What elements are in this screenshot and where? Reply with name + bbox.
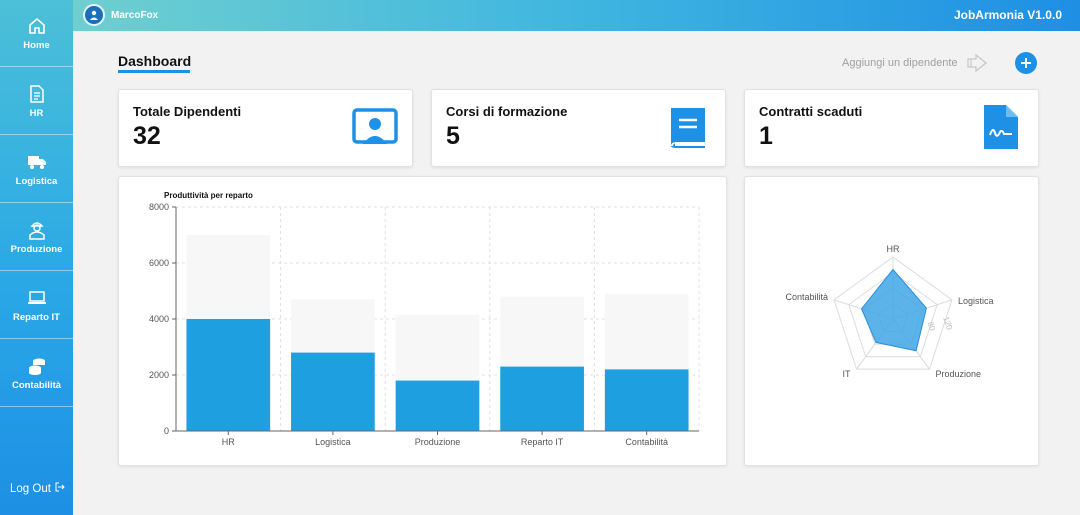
sidebar-item-home[interactable]: Home <box>0 0 73 67</box>
stat-card-employees: Totale Dipendenti 32 <box>118 89 413 167</box>
home-icon <box>27 16 47 36</box>
sidebar-item-logistica[interactable]: Logistica <box>0 136 73 203</box>
sidebar-item-produzione[interactable]: Produzione <box>0 204 73 271</box>
stat-label: Corsi di formazione <box>446 104 568 119</box>
sidebar: Home HR Logistica Produzione Reparto IT … <box>0 0 73 515</box>
radar-grid-ring <box>833 256 953 370</box>
page-title-underline <box>118 70 190 73</box>
radar-axis-label: Logistica <box>958 296 994 306</box>
radar-axis-label: IT <box>843 369 852 379</box>
main-content: Dashboard Aggiungi un dipendente Totale … <box>73 31 1080 515</box>
y-tick-label: 4000 <box>149 314 169 324</box>
logout-icon <box>55 482 65 495</box>
user-name: MarcoFox <box>111 9 159 21</box>
contract-icon <box>976 102 1026 152</box>
y-tick-label: 2000 <box>149 370 169 380</box>
bar-chart-card: Produttività per reparto 0 2000 4000 6000 800… <box>118 176 727 466</box>
radar-axis-label: Contabilità <box>786 292 829 302</box>
page-title: Dashboard <box>118 53 192 69</box>
y-tick-label: 8000 <box>149 202 169 212</box>
laptop-icon <box>27 288 47 308</box>
avatar <box>83 4 105 26</box>
bar <box>186 319 271 431</box>
radar-series <box>860 268 927 352</box>
app-title: JobArmonia V1.0.0 <box>953 8 1062 22</box>
bar <box>500 366 584 431</box>
stat-label: Totale Dipendenti <box>133 104 242 119</box>
top-bar: MarcoFox JobArmonia V1.0.0 <box>73 0 1080 31</box>
user-profile[interactable]: MarcoFox <box>83 4 158 26</box>
arrow-right-icon <box>966 53 988 73</box>
sidebar-item-reparto-it[interactable]: Reparto IT <box>0 272 73 339</box>
sidebar-item-label: Produzione <box>10 243 63 255</box>
coins-icon <box>27 356 47 376</box>
bar <box>291 352 375 431</box>
stat-value: 5 <box>446 122 460 150</box>
book-icon <box>663 102 713 152</box>
radar-grid-ring <box>848 271 938 358</box>
worker-icon <box>27 220 47 240</box>
stat-label: Contratti scaduti <box>759 104 863 119</box>
employee-monitor-icon <box>350 102 400 152</box>
logout-label: Log Out <box>10 482 51 495</box>
x-tick-label: Logistica <box>315 437 351 447</box>
stat-card-courses: Corsi di formazione 5 <box>431 89 726 167</box>
chart-title: Produttività per reparto <box>164 191 253 200</box>
radar-chart-card: 80 120 HR Logistica Produzione IT Contabilità <box>744 176 1039 466</box>
radar-axis-label: HR <box>887 244 900 254</box>
sidebar-item-hr[interactable]: HR <box>0 68 73 135</box>
y-tick-label: 0 <box>164 426 169 436</box>
bar <box>395 380 480 431</box>
x-tick-label: Produzione <box>415 437 461 447</box>
radar-tick-label: 120 <box>941 316 954 332</box>
sidebar-item-contabilita[interactable]: Contabilità <box>0 340 73 407</box>
stat-value: 32 <box>133 122 161 150</box>
stat-card-contracts: Contratti scaduti 1 <box>744 89 1039 167</box>
sidebar-item-label: Reparto IT <box>13 311 60 323</box>
sidebar-item-label: Logistica <box>15 175 58 187</box>
x-tick-label: Reparto IT <box>521 437 564 447</box>
plus-icon <box>1021 58 1031 68</box>
x-tick-label: Contabilità <box>625 437 668 447</box>
document-icon <box>27 84 47 104</box>
add-employee-label[interactable]: Aggiungi un dipendente <box>842 57 958 69</box>
department-radar-chart: 80 120 HR Logistica Produzione IT Contabilità <box>786 244 994 379</box>
sidebar-item-label: HR <box>29 107 44 119</box>
stat-value: 1 <box>759 122 773 150</box>
y-tick-label: 6000 <box>149 258 169 268</box>
radar-tick-label: 80 <box>926 321 937 333</box>
x-tick-label: HR <box>222 437 235 447</box>
logout-button[interactable]: Log Out <box>10 482 65 495</box>
sidebar-item-label: Contabilità <box>11 379 62 391</box>
add-employee-button[interactable] <box>1015 52 1037 74</box>
bar <box>604 369 689 431</box>
productivity-bar-chart: Produttività per reparto 0 2000 4000 6000 800… <box>149 191 700 447</box>
sidebar-item-label: Home <box>23 39 50 51</box>
radar-axis-label: Produzione <box>935 369 981 379</box>
truck-icon <box>27 152 47 172</box>
